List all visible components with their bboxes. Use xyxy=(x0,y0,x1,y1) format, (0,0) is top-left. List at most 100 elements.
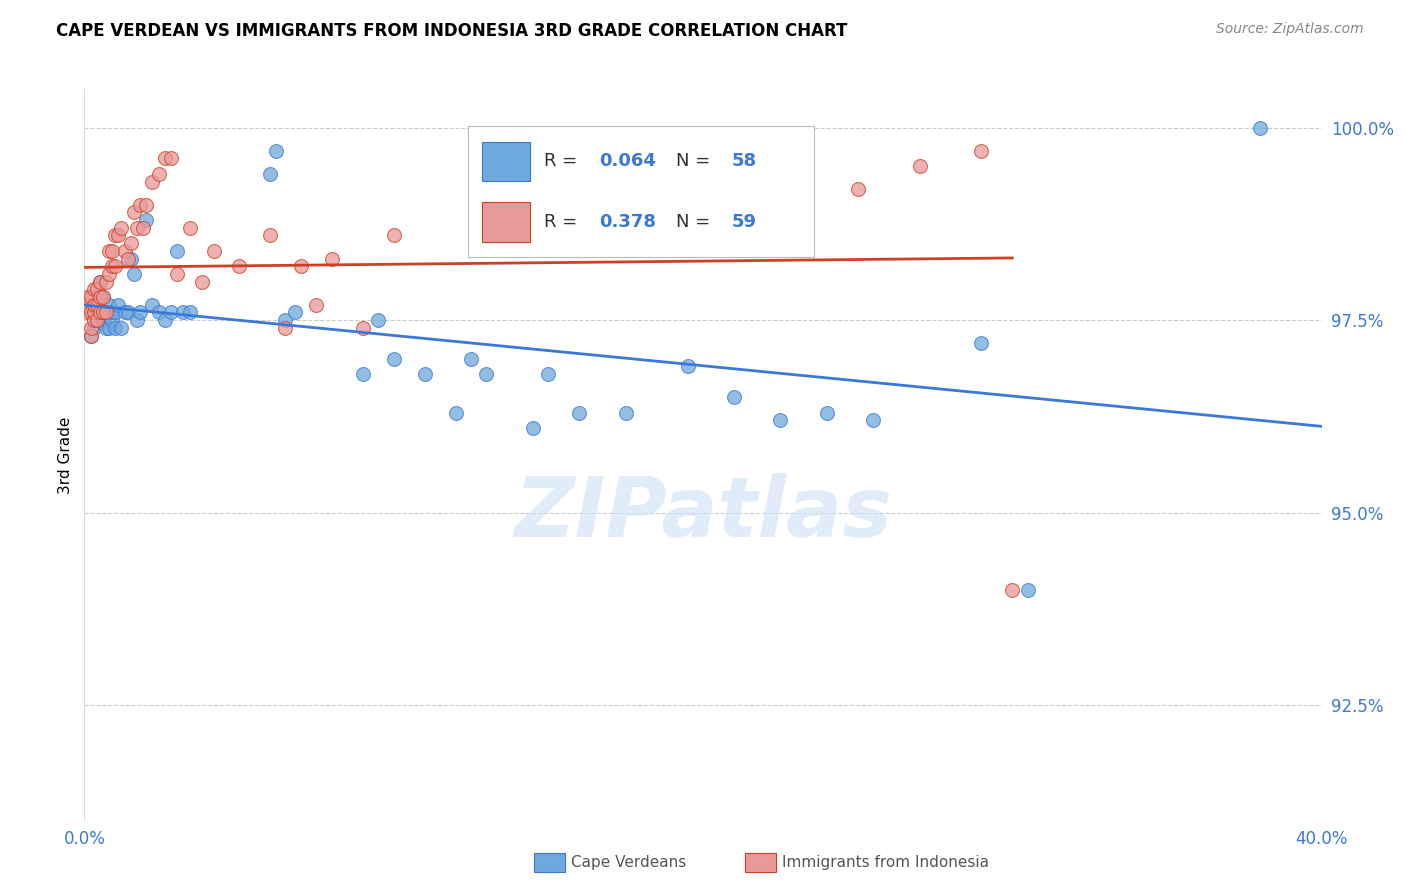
Point xyxy=(153,313,176,327)
Point xyxy=(382,228,405,243)
Point xyxy=(86,298,108,312)
Point xyxy=(83,305,105,319)
Point xyxy=(135,213,157,227)
Point xyxy=(83,305,105,319)
Text: Immigrants from Indonesia: Immigrants from Indonesia xyxy=(782,855,988,870)
Point xyxy=(89,275,111,289)
Point xyxy=(460,351,482,366)
Point xyxy=(101,244,124,258)
Point xyxy=(259,167,281,181)
Point xyxy=(141,298,163,312)
Point xyxy=(367,313,389,327)
Point xyxy=(83,313,105,327)
Point xyxy=(259,228,281,243)
Point xyxy=(94,305,117,319)
Point xyxy=(120,236,142,251)
Point xyxy=(79,305,101,319)
Point xyxy=(352,367,374,381)
Point xyxy=(179,305,201,319)
Point xyxy=(76,298,98,312)
Point xyxy=(970,144,993,158)
Point xyxy=(125,313,148,327)
Point xyxy=(148,305,170,319)
Point xyxy=(86,282,108,296)
Point xyxy=(274,313,297,327)
Point xyxy=(114,244,136,258)
Point xyxy=(537,167,560,181)
Point xyxy=(125,220,148,235)
Point xyxy=(107,298,129,312)
Point xyxy=(91,290,114,304)
Point xyxy=(79,328,101,343)
Point xyxy=(114,305,136,319)
Point xyxy=(91,305,114,319)
Point xyxy=(129,197,152,211)
Point xyxy=(89,290,111,304)
Point xyxy=(614,406,637,420)
Point xyxy=(86,313,108,327)
Point xyxy=(122,267,145,281)
Point xyxy=(166,267,188,281)
Text: Cape Verdeans: Cape Verdeans xyxy=(571,855,686,870)
Point xyxy=(91,313,114,327)
Point xyxy=(264,144,287,158)
Point xyxy=(86,313,108,327)
Point xyxy=(89,275,111,289)
Point xyxy=(98,321,121,335)
Point xyxy=(79,321,101,335)
Point xyxy=(83,282,105,296)
Point xyxy=(522,421,544,435)
Text: Source: ZipAtlas.com: Source: ZipAtlas.com xyxy=(1216,22,1364,37)
Point xyxy=(117,305,139,319)
Point xyxy=(104,228,127,243)
Point xyxy=(153,152,176,166)
Point xyxy=(94,275,117,289)
Point xyxy=(141,175,163,189)
Point xyxy=(94,321,117,335)
Point xyxy=(815,406,838,420)
Point xyxy=(104,305,127,319)
Point xyxy=(83,321,105,335)
Point xyxy=(110,220,132,235)
Point xyxy=(172,305,194,319)
Point xyxy=(89,290,111,304)
Point xyxy=(274,321,297,335)
Point xyxy=(179,220,201,235)
Point xyxy=(321,252,343,266)
Point xyxy=(862,413,884,427)
Point xyxy=(160,305,183,319)
Point xyxy=(94,305,117,319)
Point xyxy=(98,267,121,281)
Point xyxy=(98,244,121,258)
Point xyxy=(676,359,699,374)
Point xyxy=(413,367,436,381)
Point xyxy=(104,321,127,335)
Point xyxy=(86,298,108,312)
Point xyxy=(129,305,152,319)
Point xyxy=(107,228,129,243)
Point xyxy=(79,290,101,304)
Point xyxy=(76,305,98,319)
Point xyxy=(122,205,145,219)
Point xyxy=(846,182,869,196)
Point xyxy=(160,152,183,166)
Point xyxy=(91,305,114,319)
Point xyxy=(191,275,214,289)
Text: CAPE VERDEAN VS IMMIGRANTS FROM INDONESIA 3RD GRADE CORRELATION CHART: CAPE VERDEAN VS IMMIGRANTS FROM INDONESI… xyxy=(56,22,848,40)
Point xyxy=(83,298,105,312)
Point xyxy=(475,367,498,381)
Point xyxy=(723,390,745,404)
Point xyxy=(104,260,127,274)
Point xyxy=(1249,120,1271,135)
Point xyxy=(284,305,307,319)
Point xyxy=(228,260,250,274)
Point xyxy=(101,260,124,274)
Point xyxy=(132,220,155,235)
Point xyxy=(110,321,132,335)
Point xyxy=(769,413,792,427)
Point xyxy=(148,167,170,181)
Point xyxy=(166,244,188,258)
Point xyxy=(91,290,114,304)
Point xyxy=(120,252,142,266)
Point xyxy=(76,290,98,304)
